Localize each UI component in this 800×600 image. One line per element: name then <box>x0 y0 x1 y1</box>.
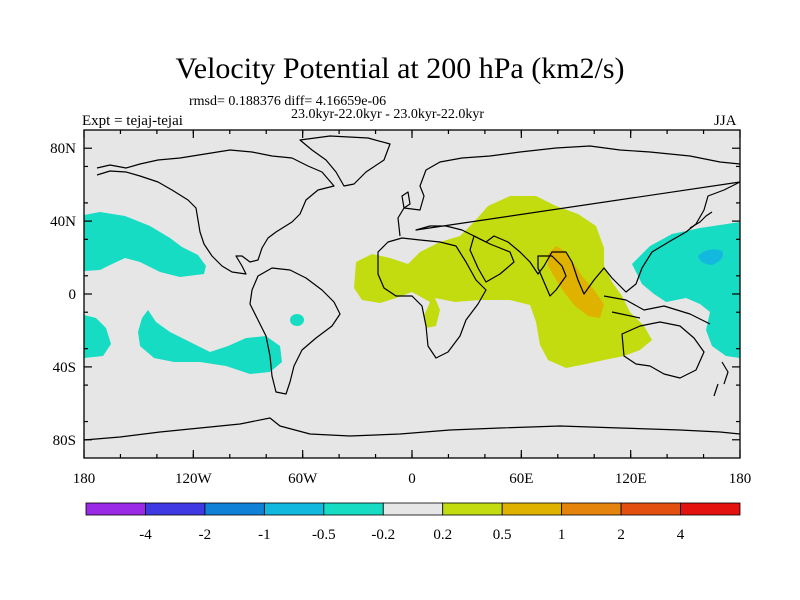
colorbar-swatch <box>442 502 503 516</box>
colorbar-label: 2 <box>617 527 625 543</box>
colorbar-label: 1 <box>558 527 566 543</box>
colorbar: -4 -2 -1 -0.5 -0.2 0.2 0.5 1 2 4 <box>85 502 741 543</box>
colorbar-swatch <box>680 502 741 516</box>
colorbar-label: -4 <box>139 527 152 543</box>
colorbar-swatch <box>204 502 265 516</box>
coastline-africa <box>377 237 487 359</box>
colorbar-swatch <box>620 502 681 516</box>
chart-title: Velocity Potential at 200 hPa (km2/s) <box>175 52 625 85</box>
colorbar-swatch <box>145 502 206 516</box>
colorbar-label: -2 <box>199 527 212 543</box>
coastline-india <box>537 255 567 297</box>
y-tick-label: 40S <box>53 360 76 376</box>
experiment-label: Expt = tejaj-tejai <box>82 113 183 129</box>
map-background <box>84 130 740 458</box>
x-tick-label: 180 <box>73 471 96 487</box>
y-tick-label: 0 <box>69 287 77 303</box>
x-tick-label: 120W <box>175 471 213 487</box>
region-fill-south-america-spot <box>290 314 304 326</box>
coastline-australia <box>621 321 705 379</box>
colorbar-label: 4 <box>677 527 685 543</box>
colorbar-label: -0.5 <box>312 527 336 543</box>
x-tick-label: 0 <box>408 471 416 487</box>
coastline-south-america <box>249 267 341 395</box>
region-fill-northeast-pacific <box>84 212 206 277</box>
colorbar-swatch <box>323 502 384 516</box>
season-label: JJA <box>714 113 737 129</box>
x-tick-label: 120E <box>615 471 647 487</box>
chart-subtitle: rmsd= 0.188376 diff= 4.16659e-06 <box>189 94 387 109</box>
region-fill-southeast-pacific <box>138 310 282 374</box>
coastlines <box>84 135 740 441</box>
period-label: 23.0kyr-22.0kyr - 23.0kyr-22.0kyr <box>291 107 485 122</box>
region-fill-southwest-pacific <box>84 315 111 358</box>
y-tick-label: 80S <box>53 433 76 449</box>
colorbar-swatch <box>85 502 146 516</box>
colorbar-swatch <box>561 502 622 516</box>
y-tick-label: 80N <box>50 141 76 157</box>
x-tick-label: 60E <box>509 471 533 487</box>
colorbar-label: 0.5 <box>493 527 512 543</box>
colorbar-swatch <box>263 502 325 516</box>
colorbar-swatch <box>501 502 563 516</box>
coastline-antarctica <box>84 417 740 441</box>
contour-fill-layer <box>84 196 740 374</box>
axis-ticks <box>83 130 741 458</box>
coastline-indonesia <box>603 295 711 325</box>
y-tick-label: 40N <box>50 214 76 230</box>
colorbar-label: 0.2 <box>433 527 452 543</box>
x-tick-label: 180 <box>729 471 752 487</box>
region-fill-west-pacific-core <box>698 249 723 265</box>
colorbar-swatch <box>382 502 444 516</box>
coastline-greenland <box>299 135 391 187</box>
colorbar-label: -1 <box>258 527 271 543</box>
region-fill-indian-ocean <box>548 246 604 318</box>
coastline-arabia <box>469 235 515 283</box>
coastline-north-america <box>96 149 335 275</box>
colorbar-label: -0.2 <box>371 527 395 543</box>
axis-tick-labels: 180 120W 60W 0 60E 120E 180 80N 40N 0 40S 80S <box>50 141 751 487</box>
coastline-uk <box>401 191 411 209</box>
coastline-japan <box>689 211 713 229</box>
coastline-new-zealand <box>713 361 729 397</box>
x-tick-label: 60W <box>288 471 318 487</box>
region-fill-africa-asia <box>354 196 652 368</box>
